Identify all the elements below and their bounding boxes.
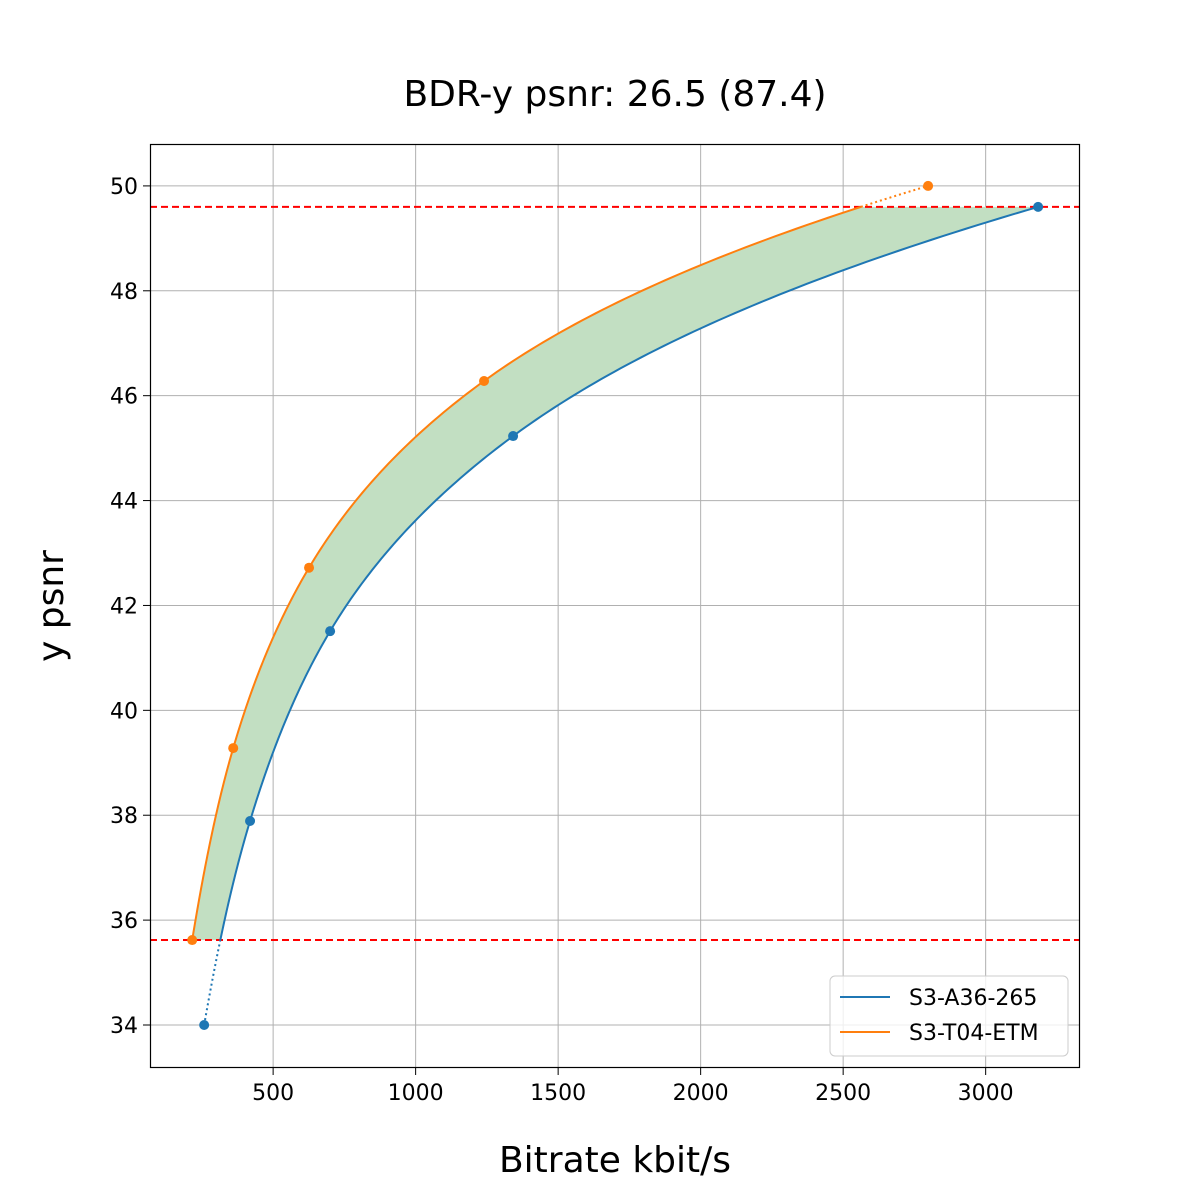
data-point [228, 743, 239, 754]
data-point [479, 375, 490, 386]
plot-area [150, 180, 1080, 1030]
legend: S3-A36-265 S3-T04-ETM [829, 975, 1069, 1057]
data-point [187, 935, 198, 946]
data-point [199, 1019, 210, 1030]
x-tick-label: 2500 [815, 1081, 871, 1106]
x-axis-label: Bitrate kbit/s [499, 1140, 731, 1181]
data-point [508, 431, 519, 442]
y-tick-label: 44 [110, 490, 138, 515]
data-point [304, 562, 315, 573]
y-tick-label: 50 [110, 175, 138, 200]
y-axis-label: y psnr [31, 550, 72, 662]
ticks: 500 1000 1500 2000 2500 3000 34 36 38 40 42 44 46 48 5… [110, 175, 1014, 1106]
chart-title: BDR-y psnr: 26.5 (87.4) [403, 74, 826, 115]
y-tick-label: 48 [110, 280, 138, 305]
data-point [1033, 201, 1044, 212]
x-tick-label: 500 [252, 1081, 294, 1106]
y-tick-label: 40 [110, 699, 138, 724]
x-tick-label: 1000 [388, 1081, 444, 1106]
y-tick-label: 42 [110, 594, 138, 619]
series-line [191, 205, 862, 941]
series-extrapolated-line [203, 939, 222, 1026]
bdrate-area-fill [192, 206, 1039, 941]
series-extrapolated-line [860, 184, 929, 208]
data-point [245, 815, 256, 826]
plot-frame [149, 143, 1081, 1069]
x-tick-label: 2000 [673, 1081, 729, 1106]
y-tick-label: 36 [110, 909, 138, 934]
legend-label: S3-T04-ETM [909, 1021, 1039, 1046]
x-tick-label: 1500 [530, 1081, 586, 1106]
x-tick-label: 3000 [958, 1081, 1014, 1106]
y-tick-label: 46 [110, 385, 138, 410]
data-point [325, 626, 336, 637]
y-tick-label: 34 [110, 1014, 138, 1039]
y-tick-label: 38 [110, 804, 138, 829]
legend-label: S3-A36-265 [909, 986, 1037, 1011]
data-point [923, 180, 934, 191]
